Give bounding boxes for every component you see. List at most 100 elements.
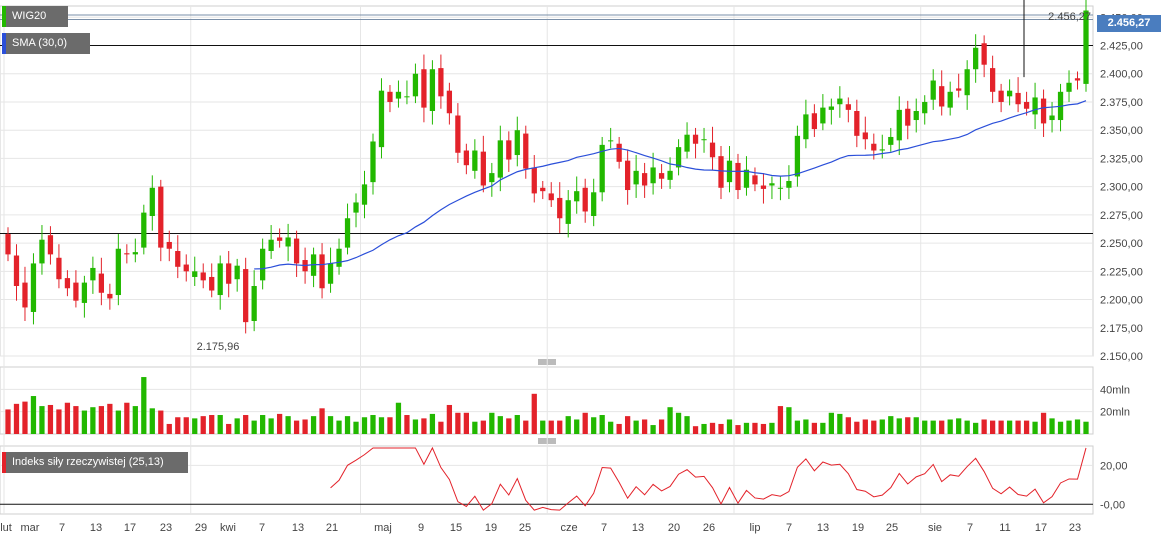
candle-body: [523, 133, 529, 169]
volume-bar: [1049, 418, 1055, 434]
price-tick-label: 2.350,00: [1100, 125, 1143, 137]
volume-bar: [5, 409, 11, 434]
x-tick-label: 7: [59, 522, 65, 534]
volume-bar: [896, 418, 902, 434]
candle-body: [1032, 97, 1038, 115]
candle-body: [200, 272, 206, 281]
volume-bar: [523, 420, 529, 434]
legend-sma[interactable]: SMA (30,0): [2, 33, 90, 54]
volume-bar: [1066, 420, 1072, 434]
volume-bar: [888, 416, 894, 434]
candle-body: [90, 267, 96, 281]
x-tick-label: 7: [786, 522, 792, 534]
volume-bar: [412, 419, 419, 434]
candle-body: [718, 156, 724, 188]
volume-bar: [854, 421, 860, 434]
candle-body: [446, 90, 453, 114]
candle-body: [336, 248, 342, 267]
x-tick-label: 11: [999, 522, 1010, 534]
volume-bar: [922, 420, 928, 434]
volume-bar: [811, 422, 818, 434]
candle-body: [124, 253, 130, 255]
volume-bar: [998, 420, 1004, 434]
last-price-label: 2.456,27: [1048, 11, 1091, 23]
rsi-tick-label: 20,00: [1100, 460, 1128, 472]
volume-bar: [47, 404, 54, 434]
x-tick-label: sie: [928, 522, 942, 534]
legend-sma-label: SMA (30,0): [12, 37, 68, 49]
volume-bar: [939, 420, 945, 434]
volume-bar: [480, 420, 486, 434]
candle-body: [514, 130, 520, 156]
candle-body: [395, 91, 402, 99]
candle-body: [276, 237, 283, 241]
x-tick-label: 7: [259, 522, 265, 534]
volume-bar: [285, 416, 291, 434]
volume-bar: [633, 420, 639, 434]
x-tick-label: 13: [817, 522, 829, 534]
candle-body: [828, 106, 834, 110]
price-tick-label: 2.425,00: [1100, 41, 1143, 53]
x-tick-label: 9: [418, 522, 424, 534]
volume-bar: [276, 413, 283, 434]
candle-body: [353, 202, 359, 213]
volume-bar: [1074, 419, 1081, 434]
candle-body: [608, 140, 614, 142]
candle-body: [964, 69, 970, 96]
x-tick-label: 7: [967, 522, 973, 534]
candle-body: [989, 68, 996, 92]
candle-body: [709, 142, 716, 158]
price-tick-label: 2.150,00: [1100, 351, 1143, 363]
x-tick-label: 23: [1069, 522, 1081, 534]
legend-instrument[interactable]: WIG20: [2, 6, 68, 27]
volume-bar: [820, 422, 826, 434]
volume-bar: [760, 423, 767, 434]
candle-body: [47, 235, 54, 255]
volume-bar: [472, 421, 478, 434]
min-price-label: 2.175,96: [197, 341, 240, 353]
candle-body: [455, 115, 461, 153]
candle-body: [175, 251, 181, 267]
candle-body: [319, 254, 325, 289]
volume-bar: [735, 425, 741, 434]
price-tick-label: 2.325,00: [1100, 153, 1143, 165]
candle-body: [565, 200, 571, 224]
volume-bar: [989, 420, 996, 434]
volume-bar: [209, 415, 215, 434]
candle-body: [803, 114, 809, 140]
candle-body: [1023, 101, 1030, 109]
volume-bar: [1006, 420, 1013, 434]
volume-bar: [828, 412, 834, 434]
volume-bar: [514, 415, 520, 434]
volume-bar: [837, 413, 843, 434]
candle-body: [421, 69, 427, 108]
candle-body: [13, 255, 20, 286]
candle-body: [981, 43, 987, 65]
candle-body: [591, 192, 597, 216]
candle-body: [777, 187, 784, 189]
candle-body: [879, 149, 885, 151]
candle-body: [480, 151, 486, 186]
candle-body: [633, 170, 639, 185]
candle-body: [149, 187, 155, 216]
candle-body: [760, 185, 767, 189]
legend-rsi-label: Indeks siły rzeczywistej (25,13): [12, 456, 164, 468]
volume-bar: [149, 408, 155, 434]
candle-body: [285, 237, 291, 247]
candle-body: [327, 263, 334, 284]
candle-body: [794, 135, 801, 177]
candle-body: [930, 80, 936, 100]
last-price-badge: 2.456,27: [1097, 15, 1161, 32]
volume-tick-label: 20mln: [1100, 407, 1130, 419]
candle-body: [616, 143, 622, 162]
price-tick-label: 2.225,00: [1100, 266, 1143, 278]
x-tick-label: mar: [21, 522, 40, 534]
candle-body: [506, 140, 512, 160]
volume-bar: [344, 416, 351, 434]
candle-body: [582, 187, 588, 212]
candle-body: [905, 108, 911, 126]
volume-bar: [871, 420, 877, 434]
legend-rsi[interactable]: Indeks siły rzeczywistej (25,13): [2, 452, 188, 473]
volume-bar: [353, 421, 359, 434]
volume-bar: [879, 419, 885, 434]
